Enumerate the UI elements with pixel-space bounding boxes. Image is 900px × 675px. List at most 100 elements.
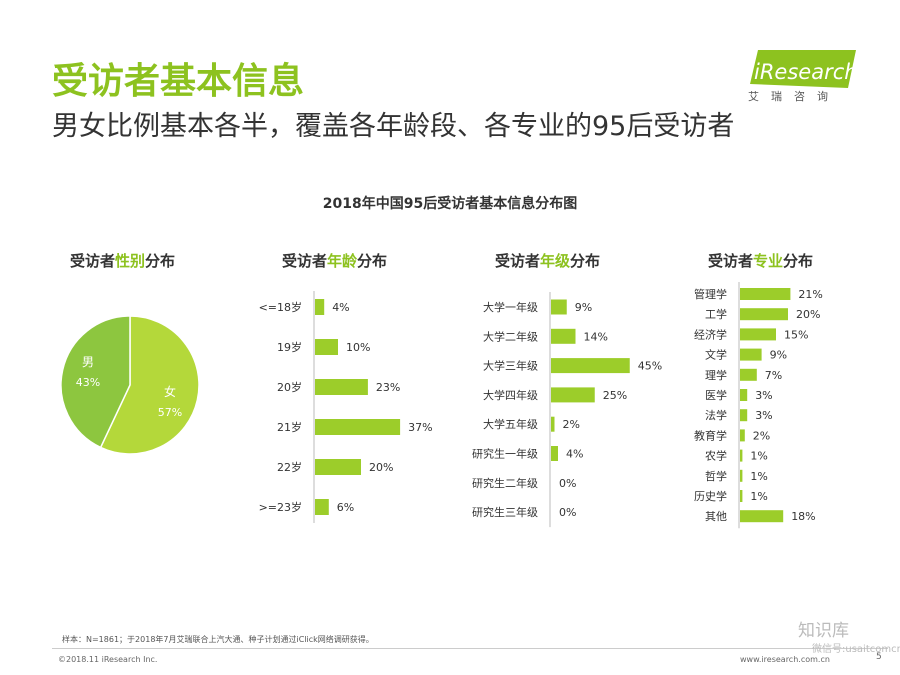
grade-category-label: 大学二年级 xyxy=(483,329,538,343)
grade-category-label: 大学五年级 xyxy=(483,417,538,431)
major-bar xyxy=(740,288,791,300)
chart-title: 2018年中国95后受访者基本信息分布图 xyxy=(322,196,578,212)
major-value-label: 15% xyxy=(784,328,808,341)
grade-bar xyxy=(551,299,567,315)
major-bar xyxy=(740,510,784,523)
age-bar xyxy=(315,419,401,435)
major-value-label: 3% xyxy=(755,409,772,422)
major-bar xyxy=(740,409,748,422)
major-value-label: 9% xyxy=(770,349,787,362)
age-panel-title: 受访者年龄分布 xyxy=(282,252,388,270)
grade-value-label: 14% xyxy=(584,330,608,343)
age-bar xyxy=(315,459,361,475)
major-category-label: 工学 xyxy=(705,307,727,321)
major-value-label: 20% xyxy=(796,308,820,321)
major-bar xyxy=(740,449,743,462)
age-value-label: 20% xyxy=(369,461,393,474)
age-value-label: 6% xyxy=(337,501,354,514)
major-bar xyxy=(740,328,776,341)
age-category-label: 22岁 xyxy=(277,460,302,474)
grade-value-label: 2% xyxy=(563,418,580,431)
grade-value-label: 25% xyxy=(603,389,627,402)
iresearch-logo: iResearch xyxy=(750,50,858,88)
logo-text: iResearch xyxy=(754,60,858,84)
major-category-label: 法学 xyxy=(705,408,727,422)
grade-bar xyxy=(551,387,595,403)
major-value-label: 2% xyxy=(753,429,770,442)
age-bar xyxy=(315,379,368,395)
grade-panel-title: 受访者年级分布 xyxy=(495,252,601,270)
footer-divider xyxy=(52,648,888,649)
major-category-label: 教育学 xyxy=(694,428,727,442)
logo-cn-text: 艾瑞咨询 xyxy=(748,90,840,103)
watermark-sub: 微信号:usaitcomcn xyxy=(812,644,900,655)
major-value-label: 1% xyxy=(750,450,767,463)
major-category-label: 经济学 xyxy=(694,327,727,341)
major-bar xyxy=(740,389,748,401)
major-bar xyxy=(740,348,762,361)
grade-value-label: 0% xyxy=(559,506,576,519)
age-category-label: 20岁 xyxy=(277,380,302,394)
pie-label: 女 xyxy=(164,384,176,399)
major-category-label: 哲学 xyxy=(705,469,727,483)
major-value-label: 1% xyxy=(750,470,767,483)
major-bar xyxy=(740,469,743,482)
age-value-label: 4% xyxy=(332,301,349,314)
gender-panel-title: 受访者性别分布 xyxy=(70,252,176,270)
grade-bar xyxy=(551,328,576,344)
major-panel-title: 受访者专业分布 xyxy=(708,252,814,270)
grade-category-label: 大学四年级 xyxy=(483,388,538,402)
major-category-label: 历史学 xyxy=(694,489,727,503)
pie-value-label: 57% xyxy=(158,406,182,419)
page-title: 受访者基本信息 xyxy=(52,61,305,102)
grade-category-label: 大学一年级 xyxy=(483,300,538,314)
major-category-label: 文学 xyxy=(705,348,727,362)
pie-slice-male xyxy=(60,315,131,449)
major-category-label: 其他 xyxy=(705,510,727,523)
grade-category-label: 大学三年级 xyxy=(483,359,538,373)
grade-category-label: 研究生一年级 xyxy=(472,447,538,461)
grade-value-label: 9% xyxy=(575,301,592,314)
age-value-label: 10% xyxy=(346,341,370,354)
age-value-label: 23% xyxy=(376,381,400,394)
page-number: 5 xyxy=(876,652,882,662)
major-value-label: 7% xyxy=(765,369,782,382)
major-bar xyxy=(740,429,745,442)
major-value-label: 18% xyxy=(791,510,815,523)
watermark: 知识库 xyxy=(798,621,849,641)
age-category-label: 21岁 xyxy=(277,420,302,434)
age-bar xyxy=(315,339,338,355)
age-value-label: 37% xyxy=(408,421,432,434)
grade-value-label: 4% xyxy=(566,448,583,461)
pie-value-label: 43% xyxy=(76,376,100,389)
major-bar xyxy=(740,308,788,321)
major-bar xyxy=(740,368,757,381)
footnote: 样本：N=1861；于2018年7月艾瑞联合上汽大通、种子计划通过iClick网… xyxy=(62,635,374,644)
age-category-label: 19岁 xyxy=(277,340,302,354)
pie-slice-female xyxy=(99,315,200,455)
major-value-label: 3% xyxy=(755,389,772,402)
major-category-label: 农学 xyxy=(705,449,727,463)
grade-value-label: 0% xyxy=(559,477,576,490)
age-bar xyxy=(315,499,329,515)
website: www.iresearch.com.cn xyxy=(740,655,830,664)
copyright: ©2018.11 iResearch Inc. xyxy=(58,655,158,664)
age-bar xyxy=(315,299,325,315)
grade-bar xyxy=(551,416,555,432)
grade-bar xyxy=(551,446,558,461)
grade-category-label: 研究生二年级 xyxy=(472,476,538,490)
major-category-label: 理学 xyxy=(705,368,727,382)
major-category-label: 医学 xyxy=(705,388,727,402)
pie-label: 男 xyxy=(82,355,94,369)
grade-category-label: 研究生三年级 xyxy=(472,505,538,519)
grade-value-label: 45% xyxy=(638,360,662,373)
major-bar xyxy=(740,490,743,502)
page-subtitle: 男女比例基本各半，覆盖各年龄段、各专业的95后受访者 xyxy=(52,111,735,142)
major-value-label: 1% xyxy=(750,490,767,503)
major-value-label: 21% xyxy=(798,288,822,301)
major-category-label: 管理学 xyxy=(694,287,727,301)
age-category-label: >=23岁 xyxy=(259,500,302,514)
grade-bar xyxy=(551,358,630,374)
age-category-label: <=18岁 xyxy=(259,300,302,314)
